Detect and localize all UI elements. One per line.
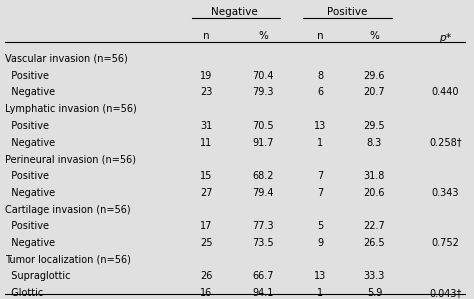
Text: 91.7: 91.7 [252,138,274,147]
Text: 8: 8 [317,71,323,80]
Text: 0.258†: 0.258† [429,138,462,147]
Text: Negative: Negative [5,188,55,198]
Text: Supraglottic: Supraglottic [5,271,70,281]
Text: %: % [258,31,268,41]
Text: n: n [203,31,210,41]
Text: 0.752: 0.752 [432,238,459,248]
Text: Positive: Positive [327,7,367,17]
Text: Negative: Negative [5,138,55,147]
Text: 6: 6 [317,87,323,97]
Text: 26.5: 26.5 [364,238,385,248]
Text: 79.3: 79.3 [252,87,274,97]
Text: 20.7: 20.7 [364,87,385,97]
Text: 9: 9 [317,238,323,248]
Text: Negative: Negative [211,7,258,17]
Text: Negative: Negative [5,238,55,248]
Text: 0.043†: 0.043† [429,288,462,298]
Text: 25: 25 [200,238,212,248]
Text: 79.4: 79.4 [252,188,274,198]
Text: 73.5: 73.5 [252,238,274,248]
Text: 0.343: 0.343 [432,188,459,198]
Text: Tumor localization (n=56): Tumor localization (n=56) [5,255,131,265]
Text: 7: 7 [317,188,323,198]
Text: 70.4: 70.4 [252,71,274,80]
Text: Negative: Negative [5,87,55,97]
Text: Positive: Positive [5,71,49,80]
Text: 13: 13 [314,121,326,131]
Text: 22.7: 22.7 [364,221,385,231]
Text: 8.3: 8.3 [367,138,382,147]
Text: n: n [317,31,323,41]
Text: 16: 16 [200,288,212,298]
Text: 68.2: 68.2 [252,171,274,181]
Text: 26: 26 [200,271,212,281]
Text: 77.3: 77.3 [252,221,274,231]
Text: 31.8: 31.8 [364,171,385,181]
Text: Perineural invasion (n=56): Perineural invasion (n=56) [5,154,136,164]
Text: 66.7: 66.7 [252,271,274,281]
Text: 27: 27 [200,188,212,198]
Text: 29.6: 29.6 [364,71,385,80]
Text: Positive: Positive [5,171,49,181]
Text: 19: 19 [200,71,212,80]
Text: 13: 13 [314,271,326,281]
Text: 7: 7 [317,171,323,181]
Text: 15: 15 [200,171,212,181]
Text: 33.3: 33.3 [364,271,385,281]
Text: Lymphatic invasion (n=56): Lymphatic invasion (n=56) [5,104,137,114]
Text: 1: 1 [317,288,323,298]
Text: 31: 31 [200,121,212,131]
Text: 11: 11 [200,138,212,147]
Text: %: % [370,31,379,41]
Text: 29.5: 29.5 [364,121,385,131]
Text: 17: 17 [200,221,212,231]
Text: $p$*: $p$* [439,31,452,45]
Text: 94.1: 94.1 [252,288,274,298]
Text: Cartilage invasion (n=56): Cartilage invasion (n=56) [5,205,130,214]
Text: 5: 5 [317,221,323,231]
Text: Positive: Positive [5,221,49,231]
Text: Positive: Positive [5,121,49,131]
Text: 5.9: 5.9 [367,288,382,298]
Text: 70.5: 70.5 [252,121,274,131]
Text: 0.440: 0.440 [432,87,459,97]
Text: 1: 1 [317,138,323,147]
Text: Vascular invasion (n=56): Vascular invasion (n=56) [5,54,128,64]
Text: Glottic: Glottic [5,288,43,298]
Text: 20.6: 20.6 [364,188,385,198]
Text: 23: 23 [200,87,212,97]
